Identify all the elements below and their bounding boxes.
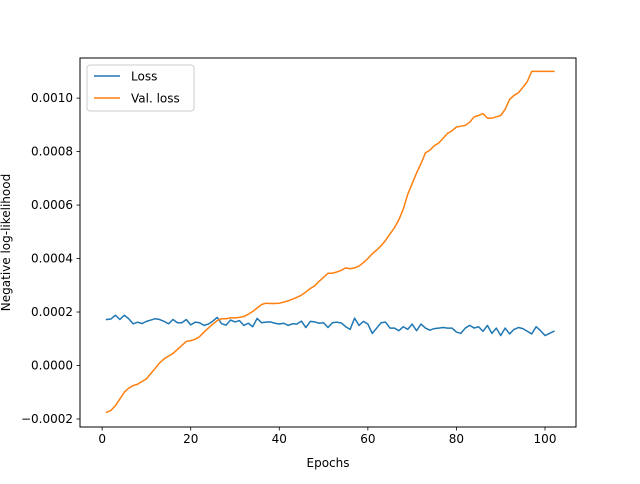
- x-axis-ticks: 0 20 40 60 80 100: [98, 427, 556, 446]
- y-tick-label: 0.0000: [31, 359, 73, 373]
- series-line-0: [105, 314, 555, 337]
- legend-label-1: Val. loss: [131, 92, 180, 106]
- y-axis-label: Negative log-likelihood: [0, 174, 13, 311]
- x-axis-label: Epochs: [307, 456, 350, 470]
- x-tick-label: 20: [183, 432, 198, 446]
- x-tick-label: 80: [449, 432, 464, 446]
- y-tick-label: −0.0002: [21, 412, 73, 426]
- axes-frame: [79, 57, 577, 428]
- series-line-1: [105, 70, 555, 414]
- y-tick-label: 0.0006: [31, 198, 73, 212]
- y-tick-label: 0.0002: [31, 305, 73, 319]
- y-tick-label: 0.0008: [31, 145, 73, 159]
- y-tick-label: 0.0004: [31, 252, 73, 266]
- legend-label-0: Loss: [131, 70, 157, 84]
- plot-lines: [105, 70, 555, 414]
- y-axis-ticks: −0.0002 0.0000 0.0002 0.0004 0.0006 0.0008 0.0…: [21, 91, 80, 426]
- x-tick-label: 60: [360, 432, 375, 446]
- x-tick-label: 0: [98, 432, 106, 446]
- y-tick-label: 0.0010: [31, 91, 73, 105]
- x-tick-label: 100: [534, 432, 557, 446]
- legend: Loss Val. loss: [86, 64, 195, 112]
- x-tick-label: 40: [272, 432, 287, 446]
